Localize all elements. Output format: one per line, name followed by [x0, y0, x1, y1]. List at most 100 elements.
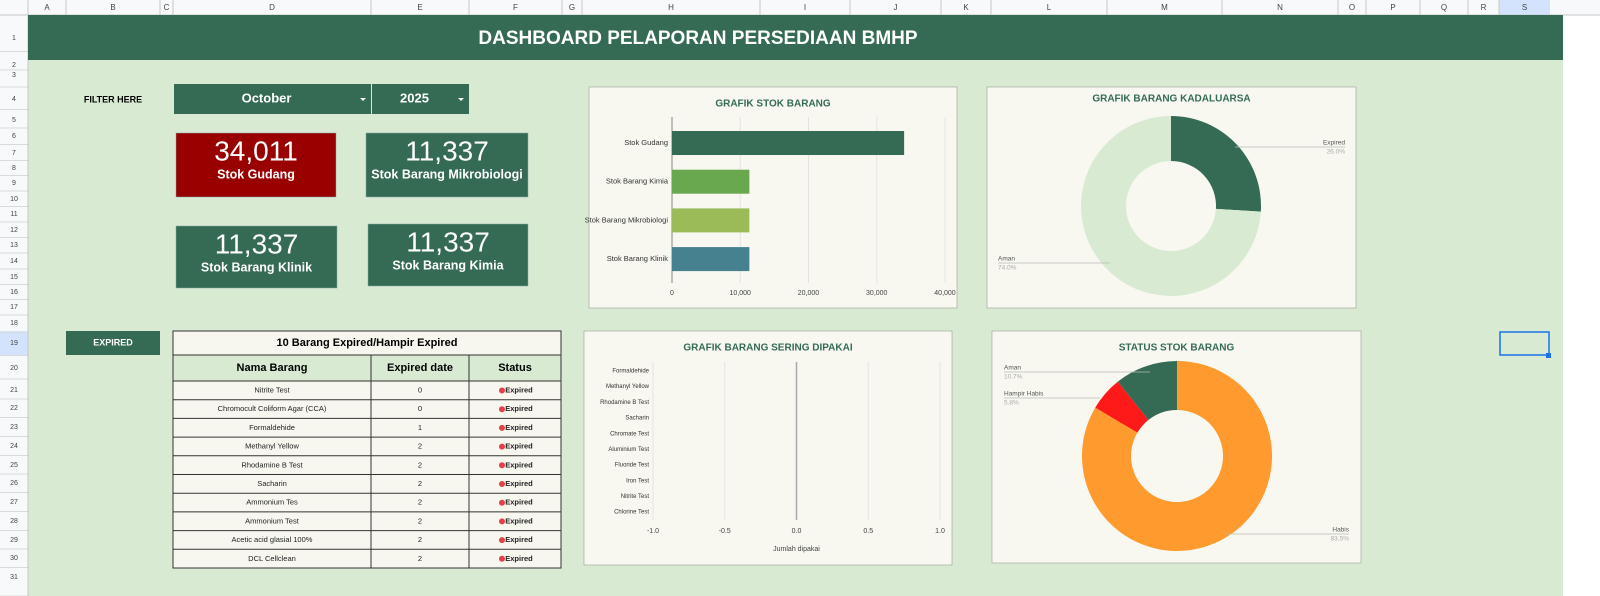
slice-label: Hampir Habis — [1004, 391, 1044, 398]
table-cell: Expired — [505, 404, 533, 413]
kpi-card — [367, 223, 529, 287]
bar — [672, 247, 750, 272]
status-dot — [499, 518, 505, 525]
kpi-label: Stok Gudang — [217, 167, 295, 181]
x-tick-label: 1.0 — [935, 528, 945, 535]
column-header: G — [569, 3, 575, 12]
table-cell: Expired — [505, 516, 533, 525]
chart-title: GRAFIK STOK BARANG — [715, 99, 831, 110]
y-tick-label: Chromate Test — [610, 431, 649, 437]
active-column-header — [1499, 0, 1550, 15]
chart-title: STATUS STOK BARANG — [1119, 343, 1235, 354]
pie-slice — [1082, 361, 1272, 551]
y-tick-label: Methanyl Yellow — [606, 384, 650, 390]
slice-label: Habis — [1332, 527, 1349, 534]
y-tick-label: Stok Barang Klinik — [607, 254, 669, 263]
row-header: 24 — [10, 443, 18, 450]
filter-dropdown[interactable] — [174, 84, 371, 114]
kpi-label: Stok Barang Mikrobiologi — [371, 167, 522, 181]
table-cell: Expired — [505, 423, 533, 432]
table-header-row — [172, 354, 562, 382]
title-band — [28, 15, 1563, 60]
row-header: 27 — [10, 499, 18, 506]
row-header: 28 — [10, 518, 18, 525]
row-header: 15 — [10, 274, 18, 281]
table-cell: Rhodamine B Test — [241, 460, 303, 469]
slice-label: Aman — [1004, 365, 1021, 372]
row-header: 13 — [10, 242, 18, 249]
table-cell: Ammonium Tes — [246, 498, 298, 507]
column-header: N — [1277, 3, 1283, 12]
filter-dropdown[interactable] — [372, 84, 469, 114]
table-cell: 1 — [418, 423, 422, 432]
x-axis-label: Jumlah dipakai — [773, 546, 820, 553]
row-header: 16 — [10, 289, 18, 296]
dropdown-arrow — [458, 98, 464, 101]
slice-value-label: 26.0% — [1327, 149, 1346, 156]
row-header: 14 — [10, 258, 18, 265]
kpi-label: Stok Barang Kimia — [392, 258, 504, 272]
table-cell: Expired — [505, 479, 533, 488]
table-cell: 2 — [418, 498, 422, 507]
slice-value-label: 74.0% — [998, 265, 1017, 272]
slice-label: Expired — [1323, 140, 1345, 147]
column-header: E — [417, 3, 422, 12]
column-header: J — [894, 3, 898, 12]
expired-button[interactable] — [66, 331, 160, 355]
column-header: C — [164, 3, 170, 12]
table-cell: Ammonium Test — [245, 516, 300, 525]
column-header-bar — [0, 0, 1600, 15]
row-header: 17 — [10, 304, 18, 311]
column-header: A — [44, 3, 50, 12]
row-header: 26 — [10, 480, 18, 487]
row-header: 7 — [12, 150, 16, 157]
status-dot — [499, 481, 505, 487]
status-dot — [499, 443, 505, 450]
kpi-value: 11,337 — [215, 228, 299, 259]
table-cell: Nitrite Test — [254, 385, 290, 394]
row-header: 21 — [10, 387, 18, 394]
row-header: 23 — [10, 424, 18, 431]
kpi-card — [175, 225, 338, 289]
row-header: 5 — [12, 117, 16, 124]
status-dot — [499, 406, 505, 413]
y-tick-label: Nitrite Test — [621, 494, 650, 500]
active-row-header — [0, 331, 28, 356]
column-header: L — [1047, 3, 1052, 12]
dashboard-title: DASHBOARD PELAPORAN PERSEDIAAN BMHP — [478, 28, 917, 49]
row-header: 12 — [10, 227, 18, 234]
row-header-bar — [0, 15, 28, 596]
kpi-value: 11,337 — [405, 135, 489, 166]
row-header: 22 — [10, 405, 18, 412]
bar — [672, 169, 750, 194]
kpi-value: 11,337 — [406, 226, 490, 257]
column-header: S — [1522, 3, 1527, 12]
table-header: Status — [498, 362, 532, 374]
table-cell: Methanyl Yellow — [245, 442, 299, 451]
table-cell: 2 — [418, 516, 422, 525]
column-header: Q — [1441, 3, 1447, 12]
row-header: 9 — [12, 180, 16, 187]
column-header: D — [269, 3, 275, 12]
chart-title: GRAFIK BARANG KADALUARSA — [1092, 94, 1250, 105]
y-tick-label: Iron Test — [626, 478, 649, 484]
scroll-area — [1563, 15, 1600, 596]
pie-slice — [1081, 116, 1261, 296]
status-dot — [499, 499, 505, 506]
selection-handle — [1546, 353, 1551, 358]
column-header: F — [513, 3, 518, 12]
bar — [672, 131, 905, 155]
table-cell: Expired — [505, 498, 533, 507]
y-tick-label: Stok Gudang — [624, 138, 668, 147]
status-dot — [499, 462, 505, 469]
column-header: H — [668, 3, 674, 12]
selected-cell[interactable] — [1499, 331, 1550, 356]
chart-panel — [588, 86, 958, 309]
kpi-card — [365, 132, 529, 198]
row-header: 8 — [12, 165, 16, 172]
row-header: 10 — [10, 196, 18, 203]
x-tick-label: 40,000 — [934, 290, 956, 297]
table-cell: 2 — [418, 460, 422, 469]
table-cell: 0 — [418, 404, 422, 413]
